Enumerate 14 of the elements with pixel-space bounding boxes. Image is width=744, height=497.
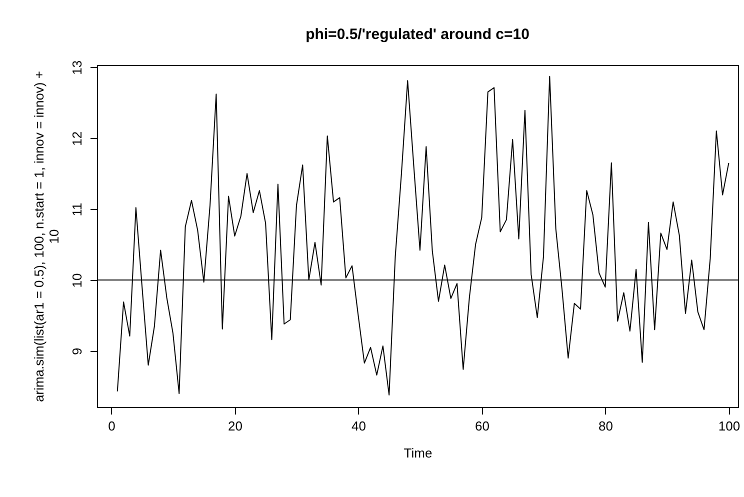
y-tick-label: 12 (70, 131, 84, 146)
x-axis-title: Time (404, 446, 432, 460)
y-axis-title: arima.sim(list(ar1 = 0.5), 100, n.start = 1, innov = innov) + 10 (32, 71, 62, 402)
x-tick-label: 40 (351, 418, 366, 434)
x-tick-label: 20 (228, 418, 242, 434)
y-tick-label: 13 (70, 60, 84, 75)
x-tick-label: 60 (474, 418, 490, 434)
x-tick-label: 0 (108, 418, 116, 434)
y-tick-label: 11 (70, 202, 84, 216)
x-tick-label: 100 (718, 418, 740, 434)
y-tick-label: 10 (70, 273, 84, 288)
y-tick-label: 9 (70, 348, 84, 356)
chart-title: phi=0.5/'regulated' around c=10 (306, 26, 530, 43)
x-tick-label: 80 (598, 418, 613, 434)
